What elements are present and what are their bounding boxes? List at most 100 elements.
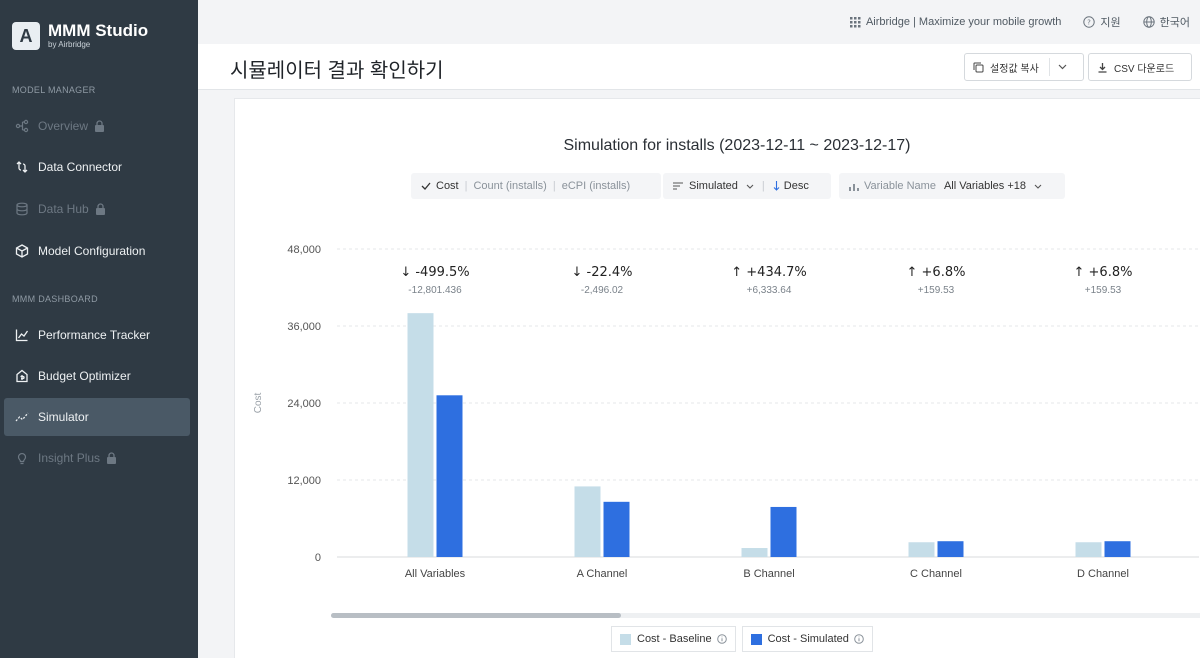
sidebar-item-model-configuration[interactable]: Model Configuration: [4, 232, 190, 270]
legend-item-simulated[interactable]: Cost - Simulated: [741, 626, 873, 652]
bar-chart: Cost 0 12,000 24,000 36,000 48,000 All Variabl…: [253, 244, 1199, 580]
lock-icon: [94, 120, 105, 132]
svg-text:?: ?: [1088, 19, 1092, 27]
page-header: 시뮬레이터 결과 확인하기 설정값 복사 CSV 다운로드: [198, 44, 1200, 90]
legend-label-simulated: Cost - Simulated: [767, 633, 849, 645]
y-tick-label: 48,000: [287, 244, 321, 256]
copy-icon: [973, 62, 984, 72]
y-tick-label: 0: [315, 552, 321, 564]
sidebar-item-data-hub[interactable]: Data Hub: [4, 190, 190, 228]
brand-subtitle: by Airbridge: [48, 40, 91, 49]
airbridge-link[interactable]: Airbridge | Maximize your mobile growth: [849, 16, 1062, 28]
sidebar-item-insight-plus[interactable]: Insight Plus: [4, 439, 190, 477]
change-percent-label: ↓ -499.5%: [400, 265, 469, 280]
sidebar-item-label: Simulator: [38, 410, 89, 424]
chevron-down-icon[interactable]: [746, 184, 754, 189]
airbridge-logo-icon: A: [12, 22, 40, 50]
section-label-dashboard: MMM DASHBOARD: [12, 294, 98, 304]
sidebar-item-label: Data Hub: [38, 202, 89, 216]
sidebar-item-overview[interactable]: Overview: [4, 107, 190, 145]
y-tick-label: 36,000: [287, 321, 321, 333]
lock-icon: [95, 203, 106, 215]
topbar: Airbridge | Maximize your mobile growth …: [198, 0, 1200, 44]
bar-baseline: [741, 548, 768, 557]
arrow-down-icon: [773, 181, 780, 191]
brand-title: MMM Studio: [48, 21, 149, 40]
info-icon[interactable]: [716, 634, 727, 644]
chevron-down-icon: [1034, 184, 1042, 189]
airbridge-link-label: Airbridge | Maximize your mobile growth: [865, 16, 1062, 28]
section-label-model-manager: MODEL MANAGER: [12, 85, 96, 95]
lock-icon: [106, 452, 117, 464]
check-icon: [421, 182, 431, 190]
variable-filter-value: All Variables +18: [943, 180, 1026, 192]
bar-simulated: [436, 395, 463, 557]
metric-cost-option[interactable]: Cost: [436, 180, 459, 192]
legend-swatch-simulated: [750, 633, 762, 645]
bulb-icon: [14, 450, 30, 466]
bar-baseline: [908, 542, 935, 557]
bar-chart-icon: [849, 183, 859, 191]
sidebar-item-label: Performance Tracker: [38, 328, 151, 342]
sidebar-item-label: Overview: [38, 119, 89, 133]
change-absolute-label: -12,801.436: [408, 285, 462, 296]
chart-title: Simulation for installs (2023-12-11 ~ 20…: [563, 137, 911, 154]
change-absolute-label: +6,333.64: [747, 285, 792, 296]
sidebar-item-label: Insight Plus: [38, 451, 101, 465]
x-tick-label: C Channel: [910, 568, 962, 580]
legend-item-baseline[interactable]: Cost - Baseline: [611, 626, 736, 652]
support-link[interactable]: ? 지원: [1083, 14, 1121, 30]
bar-simulated: [1104, 541, 1131, 557]
nodes-icon: [14, 118, 30, 134]
sidebar-item-performance-tracker[interactable]: Performance Tracker: [4, 316, 190, 354]
info-icon[interactable]: [854, 634, 864, 644]
copy-settings-button[interactable]: 설정값 복사: [964, 53, 1084, 81]
bar-simulated: [770, 506, 797, 557]
scrollbar-thumb[interactable]: [331, 613, 621, 618]
change-absolute-label: +159.53: [918, 285, 955, 296]
variable-filter[interactable]: Variable Name All Variables +18: [839, 173, 1065, 199]
line-chart-icon: [14, 327, 30, 343]
sidebar-item-data-connector[interactable]: Data Connector: [4, 148, 190, 186]
change-percent-label: ↑ +6.8%: [907, 265, 966, 280]
x-tick-label: All Variables: [405, 568, 466, 580]
copy-settings-label: 설정값 복사: [990, 63, 1039, 75]
download-icon: [1098, 62, 1107, 73]
brand[interactable]: A MMM Studio by Airbridge: [12, 22, 148, 50]
csv-download-label: CSV 다운로드: [1114, 63, 1175, 75]
simulation-card: Simulation for installs (2023-12-11 ~ 20…: [234, 98, 1200, 658]
legend-label-baseline: Cost - Baseline: [637, 633, 712, 645]
sidebar-item-simulator[interactable]: Simulator: [4, 398, 190, 436]
sort-controls: Simulated | Desc: [663, 173, 831, 199]
support-label: 지원: [1100, 17, 1121, 29]
sort-direction-toggle[interactable]: Desc: [783, 180, 809, 192]
x-tick-label: A Channel: [577, 568, 628, 580]
chart-horizontal-scrollbar[interactable]: [331, 613, 1200, 618]
sidebar-item-label: Data Connector: [38, 160, 123, 174]
change-percent-label: ↑ +434.7%: [731, 265, 807, 280]
metric-ecpi-option[interactable]: eCPI (installs): [561, 180, 631, 192]
change-absolute-label: -2,496.02: [581, 285, 624, 296]
metric-count-option[interactable]: Count (installs): [473, 180, 547, 192]
sidebar-item-budget-optimizer[interactable]: Budget Optimizer: [4, 357, 190, 395]
content-area: Simulation for installs (2023-12-11 ~ 20…: [198, 90, 1200, 658]
csv-download-button[interactable]: CSV 다운로드: [1088, 53, 1192, 81]
cube-icon: [14, 243, 30, 259]
help-icon: ?: [1083, 16, 1096, 28]
language-selector[interactable]: 한국어: [1142, 14, 1190, 30]
legend-swatch-baseline: [620, 633, 631, 645]
chevron-down-icon[interactable]: [1058, 64, 1067, 70]
sort-by-dropdown[interactable]: Simulated: [689, 180, 738, 192]
chart-legend: Cost - Baseline Cost - Simulated: [611, 626, 879, 652]
change-absolute-label: +159.53: [1085, 285, 1122, 296]
budget-icon: [14, 368, 30, 384]
x-tick-label: D Channel: [1077, 568, 1129, 580]
variable-filter-label: Variable Name: [864, 180, 936, 192]
change-percent-label: ↓ -22.4%: [571, 265, 632, 280]
bar-baseline: [407, 313, 434, 557]
y-axis-label: Cost: [253, 392, 264, 413]
y-tick-label: 24,000: [287, 398, 321, 410]
connector-icon: [14, 159, 30, 175]
sort-lines-icon: [673, 182, 683, 190]
metric-selector[interactable]: Cost | Count (installs) | eCPI (installs…: [411, 173, 661, 199]
